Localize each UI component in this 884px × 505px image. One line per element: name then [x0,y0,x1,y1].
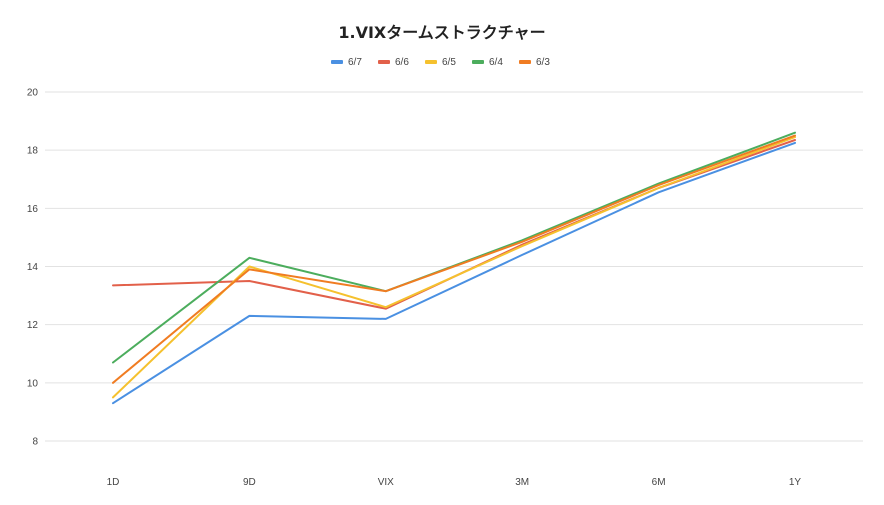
y-tick-label: 14 [27,262,39,273]
x-tick-label: 1D [107,477,120,488]
series-line-6-4 [112,131,796,364]
y-tick-label: 16 [27,204,39,215]
x-tick-label: 3M [515,477,529,488]
legend-item: 6/3 [519,57,550,68]
y-axis: 8 10 12 14 16 18 20 [27,88,39,448]
y-tick-label: 12 [27,320,39,331]
series-line-6-3 [112,134,796,384]
x-tick-label: 1Y [789,477,802,488]
legend-swatch [472,60,484,64]
y-tick-label: 18 [27,146,39,157]
legend-swatch [331,60,343,64]
grid [45,91,863,442]
legend-item: 6/4 [472,57,503,68]
x-tick-label: 9D [243,477,256,488]
legend-label: 6/3 [536,57,550,68]
legend: 6/7 6/6 6/5 6/4 6/3 [331,57,550,68]
x-tick-label: 6M [652,477,666,488]
legend-label: 6/5 [442,57,456,68]
series-layer [112,131,796,405]
x-tick-label: VIX [378,477,394,488]
legend-label: 6/4 [489,57,503,68]
legend-item: 6/6 [378,57,409,68]
series-line-6-7 [112,141,796,405]
y-tick-label: 10 [27,378,39,389]
legend-swatch [425,60,437,64]
legend-swatch [378,60,390,64]
legend-item: 6/7 [331,57,362,68]
legend-item: 6/5 [425,57,456,68]
y-tick-label: 8 [32,437,38,448]
chart-title: 1.VIXタームストラクチャー [338,23,545,42]
x-axis: 1D 9D VIX 3M 6M 1Y [107,477,802,488]
legend-swatch [519,60,531,64]
legend-label: 6/7 [348,57,362,68]
y-tick-label: 20 [27,88,39,99]
legend-label: 6/6 [395,57,409,68]
